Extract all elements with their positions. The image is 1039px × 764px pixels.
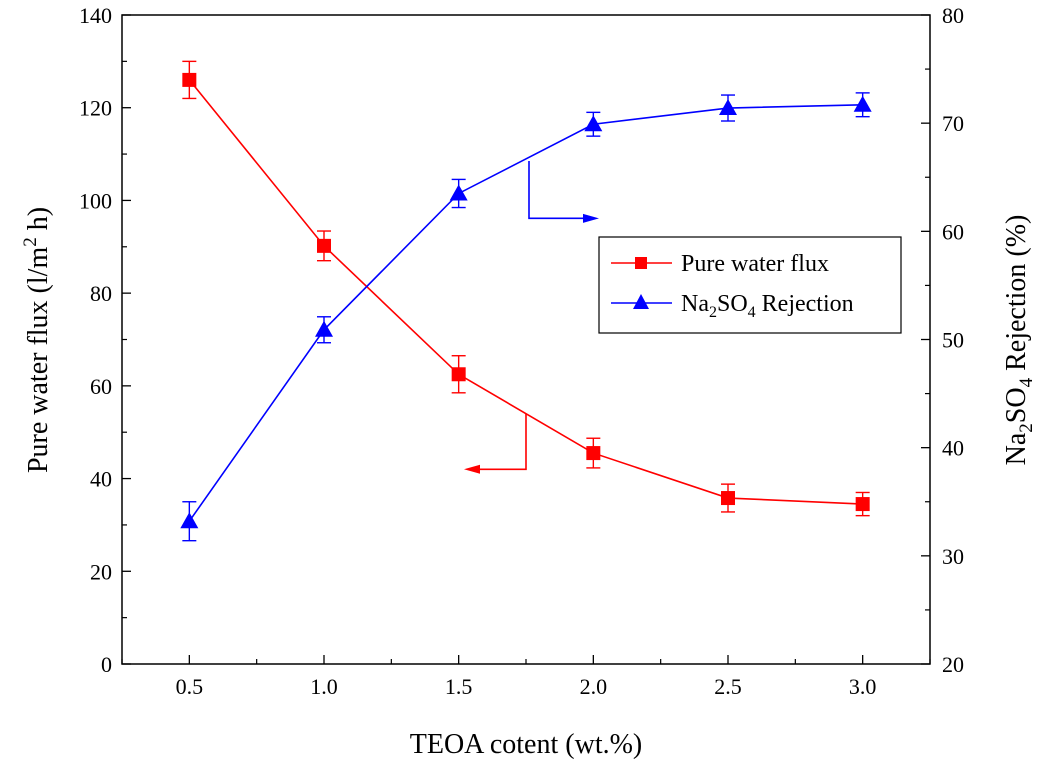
data-point — [451, 367, 466, 382]
y-right-tick-label: 50 — [942, 328, 964, 353]
plot-frame — [121, 14, 931, 665]
legend-label-rejection: Na2SO4 Rejection — [681, 291, 854, 321]
data-point — [182, 72, 197, 87]
y-left-tick-label: 60 — [90, 374, 112, 399]
legend-box — [598, 236, 902, 334]
y-left-tick-label: 120 — [79, 96, 112, 121]
data-point — [315, 320, 333, 337]
legend-rej-sub2: 4 — [748, 304, 756, 321]
x-tick-label: 1.0 — [310, 674, 338, 699]
y-right-tick-label: 20 — [942, 652, 964, 677]
annotation-layer — [464, 161, 599, 474]
y-left-tick-label: 40 — [90, 467, 112, 492]
y-right-axis-title-tail: Rejection (%) — [1001, 215, 1032, 378]
y-left-axis-title-tail: h) — [23, 207, 54, 237]
y-left-axis-title-sup: 2 — [20, 237, 41, 247]
x-tick-label: 2.0 — [580, 674, 608, 699]
series-pure-water-flux — [182, 60, 870, 517]
x-tick-label: 1.5 — [445, 674, 473, 699]
data-point — [180, 512, 199, 529]
y-right-axis-title-na: Na — [1001, 432, 1032, 465]
series-line — [188, 103, 863, 522]
y-right-axis-title: Na2SO4 Rejection (%) — [1001, 215, 1037, 466]
y-left-tick-label: 100 — [79, 188, 112, 213]
y-left-tick-label: 0 — [101, 652, 112, 677]
legend-label-flux: Pure water flux — [681, 251, 829, 277]
rejection-axis-indicator — [528, 161, 599, 223]
y-right-axis-title-sub2: 4 — [1016, 377, 1037, 387]
data-point — [584, 115, 603, 132]
data-point — [721, 491, 735, 506]
data-point — [853, 95, 872, 112]
y-right-tick-label: 70 — [942, 111, 964, 136]
ticks-layer — [121, 14, 931, 665]
y-left-tick-label: 20 — [90, 559, 112, 584]
data-point — [317, 238, 331, 253]
legend-rej-tail: Rejection — [756, 291, 854, 317]
legend-rej-so: SO — [717, 291, 748, 317]
y-right-tick-label: 60 — [942, 219, 964, 244]
y-right-axis-title-so: SO — [1001, 387, 1032, 423]
data-point — [719, 99, 737, 116]
series-line — [188, 79, 863, 505]
x-tick-label: 2.5 — [714, 674, 742, 699]
y-right-axis-title-sub1: 2 — [1016, 423, 1037, 433]
data-point — [586, 446, 601, 461]
y-right-tick-label: 80 — [942, 3, 964, 28]
data-point — [449, 184, 468, 201]
y-left-axis-title-main: Pure water flux (l/m — [23, 247, 54, 473]
y-left-tick-label: 140 — [79, 3, 112, 28]
legend-marker-rejection — [633, 294, 649, 309]
legend-rej-sub1: 2 — [709, 304, 717, 321]
x-axis-title: TEOA cotent (wt.%) — [410, 729, 643, 760]
legend-marker-flux — [635, 257, 647, 269]
legend-rej-na: Na — [681, 291, 709, 317]
tick-labels-layer: 0.5 1.0 1.5 2.0 2.5 3.0 0 20 40 60 80 100 120 140 20 30… — [79, 3, 964, 699]
y-right-tick-label: 30 — [942, 544, 964, 569]
x-tick-label: 0.5 — [176, 674, 204, 699]
series-rejection — [180, 92, 872, 542]
flux-axis-indicator — [464, 413, 527, 474]
y-right-tick-label: 40 — [942, 436, 964, 461]
legend: Pure water flux Na2SO4 Rejection — [598, 236, 902, 334]
y-left-axis-title: Pure water flux (l/m2 h) — [20, 207, 54, 473]
y-left-tick-label: 80 — [90, 281, 112, 306]
x-tick-label: 3.0 — [849, 674, 877, 699]
data-point — [855, 497, 870, 512]
series-layer — [180, 60, 872, 542]
